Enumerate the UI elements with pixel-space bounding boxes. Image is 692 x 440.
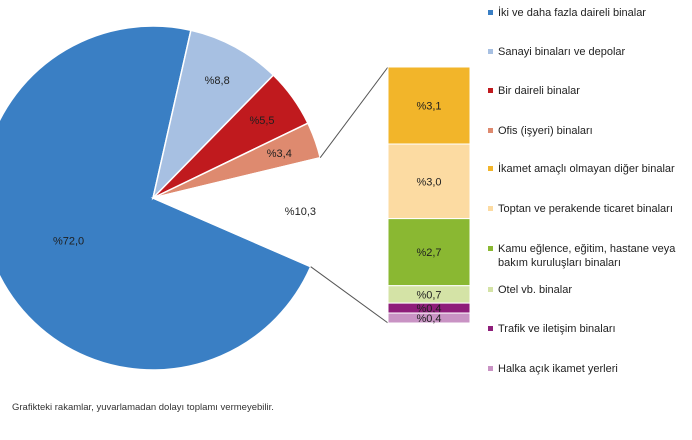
bar-segment-label-1: %3,0 <box>416 176 441 188</box>
legend-label: Toptan ve perakende ticaret binaları <box>498 202 673 216</box>
bar-segment-label-5: %0,4 <box>416 313 441 325</box>
pie-chart: %72,0 %8,8 %5,5 %3,4 %10,3 <box>0 25 326 371</box>
legend-label: Halka açık ikamet yerleri <box>498 362 618 376</box>
bar-segment-5 <box>387 312 471 324</box>
legend-label: Sanayi binaları ve depolar <box>498 45 625 59</box>
legend-label: Bir daireli binalar <box>498 84 580 98</box>
legend-swatch <box>488 128 493 133</box>
legend-label-line: Trafik ve iletişim binaları <box>498 323 616 335</box>
legend-label: İkamet amaçlı olmayan diğer binalar <box>498 162 675 176</box>
legend-swatch <box>488 246 493 251</box>
pie-slice-1 <box>151 29 275 201</box>
pie-slice-0 <box>0 25 312 371</box>
legend-label: Trafik ve iletişim binaları <box>498 322 616 336</box>
legend-label-line: bakım kuruluşları binaları <box>498 257 621 269</box>
legend-swatch <box>488 366 493 371</box>
legend-swatch <box>488 206 493 211</box>
bar-segment-label-2: %2,7 <box>416 247 441 259</box>
pie-slice-label-3: %3,4 <box>267 148 292 160</box>
connector-line-bottom <box>310 266 389 324</box>
legend-swatch <box>488 326 493 331</box>
legend-label-line: Bir daireli binalar <box>498 85 580 97</box>
legend-swatch <box>488 10 493 15</box>
pie-slice-label-0: %72,0 <box>53 236 84 248</box>
bar-segment-label-3: %0,7 <box>416 289 441 301</box>
connector-lines <box>310 66 389 324</box>
bar-segment-label-0: %3,1 <box>416 101 441 113</box>
bar-segment-label-4: %0,4 <box>416 303 441 315</box>
legend-label-line: İki ve daha fazla daireli binalar <box>498 7 646 19</box>
legend-label-line: Kamu eğlence, eğitim, hastane veya <box>498 243 676 255</box>
pie-slice-label-2: %5,5 <box>249 115 274 127</box>
legend-swatch <box>488 166 493 171</box>
pie-slice-label-1: %8,8 <box>205 75 230 87</box>
legend-label-line: Sanayi binaları ve depolar <box>498 46 626 58</box>
legend-label: Otel vb. binalar <box>498 283 572 297</box>
stacked-breakdown-bar: %3,1 %3,0 %2,7 %0,7 %0,4%0,4 <box>387 66 471 325</box>
legend-label-line: İkamet amaçlı olmayan diğer binalar <box>498 163 675 175</box>
legend-label: İki ve daha fazla daireli binalar <box>498 6 646 20</box>
legend-label-line: Toptan ve perakende ticaret binaları <box>498 203 673 215</box>
legend-swatch <box>488 49 493 54</box>
legend-label-line: Ofis (işyeri) binaları <box>498 125 593 137</box>
legend-label-line: Otel vb. binalar <box>498 284 572 296</box>
pie-slice-4 <box>150 156 326 268</box>
legend-swatch <box>488 287 493 292</box>
legend-swatch <box>488 88 493 93</box>
connector-line-top <box>319 66 389 158</box>
legend-label: Kamu eğlence, eğitim, hastane veya bakım … <box>498 242 675 270</box>
legend-label: Ofis (işyeri) binaları <box>498 124 593 138</box>
legend-label-line: Halka açık ikamet yerleri <box>498 363 618 375</box>
pie-slice-label-4: %10,3 <box>285 206 316 218</box>
footnote: Grafikteki rakamlar, yuvarlamadan dolayı… <box>12 402 274 413</box>
